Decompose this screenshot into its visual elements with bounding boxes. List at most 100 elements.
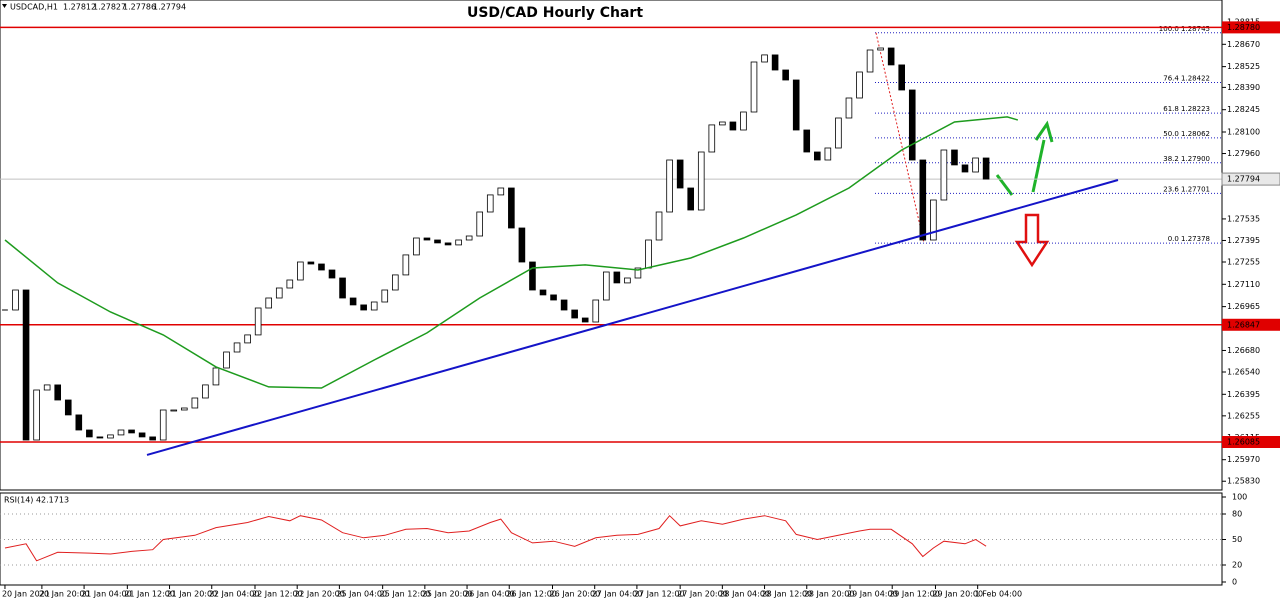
y-tick-label: 1.26540 (1227, 368, 1260, 377)
y-tick-label: 1.25970 (1227, 455, 1260, 464)
x-tick-label: 29 Jan 20:00 (932, 590, 983, 599)
green-arrow-shaft (1031, 139, 1046, 193)
candle (96, 436, 104, 439)
candle (107, 434, 114, 439)
x-tick-label: 28 Jan 12:00 (762, 590, 813, 599)
y-tick-label: 100 (1232, 493, 1247, 502)
y-tick-label: 1.27960 (1227, 149, 1260, 158)
candle (54, 384, 62, 401)
candle (117, 429, 125, 436)
x-tick-label: 22 Jan 04:00 (209, 590, 260, 599)
y-tick-label: 1.26680 (1227, 346, 1260, 355)
y-tick-label: 1.26255 (1227, 411, 1260, 420)
x-tick-label: 27 Jan 12:00 (634, 590, 685, 599)
candle (444, 242, 452, 246)
candle (518, 227, 526, 263)
candle (951, 149, 958, 166)
green-stroke (995, 174, 1014, 196)
candle (202, 384, 209, 399)
candle (581, 317, 589, 323)
y-tick-label: 50 (1232, 535, 1242, 544)
candle (43, 384, 51, 391)
candle (233, 342, 241, 353)
candle (328, 269, 336, 279)
candle (634, 267, 642, 279)
candle (170, 409, 178, 412)
ohlc-value: 1.27794 (153, 3, 186, 12)
red-arrow (1014, 213, 1050, 268)
y-tick-label: 1.27395 (1227, 236, 1260, 245)
candle (529, 261, 536, 291)
ohlc-value: 1.27786 (123, 3, 156, 12)
x-tick-label: 29 Jan 12:00 (889, 590, 940, 599)
candle (624, 277, 631, 284)
y-tick-label: 1.28525 (1227, 62, 1260, 71)
candle (307, 261, 315, 265)
rsi-panel (0, 492, 1223, 586)
green-arrow-head (1034, 120, 1054, 143)
level-label: 1.26847 (1227, 320, 1260, 329)
candle (676, 159, 684, 189)
candle (318, 263, 325, 271)
y-tick-label: 1.25830 (1227, 477, 1260, 486)
y-tick-label: 1.27255 (1227, 258, 1260, 267)
y-tick-label: 1.27535 (1227, 214, 1260, 223)
fib-label: 50.0 1.28062 (1163, 130, 1210, 138)
y-tick-label: 1.28390 (1227, 83, 1260, 92)
candle (697, 151, 705, 211)
candle (212, 367, 220, 386)
x-tick-label: 26 Jan 04:00 (464, 590, 515, 599)
candle (381, 289, 389, 303)
candle (254, 307, 262, 336)
y-tick-label: 20 (1232, 561, 1242, 570)
candle (128, 429, 135, 434)
y-tick-label: 1.26965 (1227, 302, 1260, 311)
candle (159, 409, 167, 441)
x-tick-label: 25 Jan 04:00 (336, 590, 387, 599)
x-tick-label: 25 Jan 20:00 (422, 590, 473, 599)
y-tick-label: 1.28100 (1227, 128, 1260, 137)
candle (719, 121, 726, 126)
candle (486, 194, 494, 213)
candle (539, 289, 547, 296)
candle (592, 299, 600, 323)
candle (423, 237, 431, 241)
candle (919, 159, 927, 241)
candle (476, 211, 484, 237)
current-price-box (1221, 172, 1280, 186)
candle (33, 389, 40, 441)
candle (729, 121, 737, 131)
current-price-label: 1.27794 (1227, 175, 1260, 184)
candle (666, 159, 673, 213)
candle (898, 64, 906, 91)
candle (824, 147, 832, 161)
rsi-title: RSI(14) 42.1713 (4, 496, 69, 505)
candle (349, 297, 357, 306)
y-tick-label: 0 (1232, 578, 1237, 587)
x-tick-label: 25 Jan 12:00 (380, 590, 431, 599)
y-tick-label: 1.28245 (1227, 105, 1260, 114)
candle (571, 309, 578, 319)
candle (972, 157, 979, 173)
candle (275, 287, 283, 299)
x-tick-label: 22 Jan 12:00 (252, 590, 303, 599)
candle (265, 297, 273, 309)
candle (297, 261, 304, 281)
x-tick-label: 20 Jan 20:00 (39, 590, 90, 599)
candle (370, 301, 378, 311)
candle (22, 289, 30, 441)
level-box (1222, 318, 1280, 331)
x-tick-label: 26 Jan 20:00 (550, 590, 601, 599)
x-tick-label: 21 Jan 04:00 (81, 590, 132, 599)
candle (940, 149, 948, 201)
candle (845, 97, 853, 119)
level-label: 1.26085 (1227, 438, 1260, 447)
candle (497, 187, 505, 196)
candle (149, 436, 156, 441)
x-tick-label: 27 Jan 04:00 (592, 590, 643, 599)
x-tick-label: 28 Jan 04:00 (719, 590, 770, 599)
candle (191, 397, 199, 409)
y-tick-label: 1.28670 (1227, 40, 1260, 49)
level-label: 1.28780 (1227, 23, 1260, 32)
candle (603, 271, 610, 301)
